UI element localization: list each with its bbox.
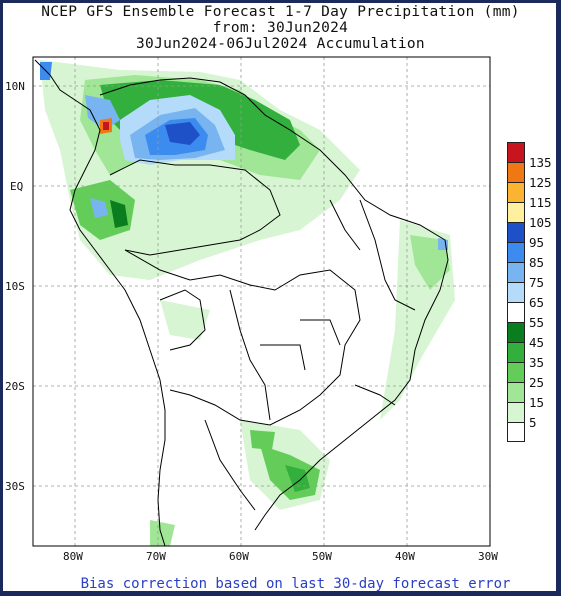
legend-swatch bbox=[507, 242, 525, 262]
legend-label: 85 bbox=[529, 255, 545, 270]
legend-swatch bbox=[507, 362, 525, 382]
legend-label: 15 bbox=[529, 395, 545, 410]
longitude-labels: 80W 70W 60W 50W 40W 30W bbox=[63, 550, 498, 563]
title-line-1: NCEP GFS Ensemble Forecast 1-7 Day Preci… bbox=[41, 4, 520, 20]
legend-swatch bbox=[507, 182, 525, 202]
lat-label-30s: 30S bbox=[5, 480, 25, 493]
bias-correction-note: Bias correction based on last 30-day for… bbox=[80, 576, 511, 592]
title-line-3: 30Jun2024-06Jul2024 Accumulation bbox=[136, 36, 425, 52]
legend-label: 95 bbox=[529, 235, 545, 250]
lon-label-30w: 30W bbox=[478, 550, 498, 563]
legend-swatch bbox=[507, 202, 525, 222]
lon-label-80w: 80W bbox=[63, 550, 83, 563]
legend-label: 115 bbox=[529, 195, 552, 210]
legend-swatch bbox=[507, 262, 525, 282]
latitude-labels: 10N EQ 10S 20S 30S bbox=[5, 80, 25, 493]
legend-swatch bbox=[507, 402, 525, 422]
legend-label: 105 bbox=[529, 215, 552, 230]
legend-swatch bbox=[507, 282, 525, 302]
legend-swatch bbox=[507, 162, 525, 182]
legend-label: 65 bbox=[529, 295, 545, 310]
legend-label: 125 bbox=[529, 175, 552, 190]
lat-label-eq: EQ bbox=[10, 180, 23, 193]
legend-swatch bbox=[507, 142, 525, 162]
lon-label-70w: 70W bbox=[146, 550, 166, 563]
legend-swatch bbox=[507, 382, 525, 402]
lat-label-10s: 10S bbox=[5, 280, 25, 293]
legend-swatch bbox=[507, 302, 525, 322]
legend-label: 45 bbox=[529, 335, 545, 350]
lon-label-50w: 50W bbox=[312, 550, 332, 563]
graticule bbox=[33, 57, 490, 546]
legend-label: 25 bbox=[529, 375, 545, 390]
legend-label: 55 bbox=[529, 315, 545, 330]
precip-fields bbox=[40, 60, 455, 546]
legend-label: 35 bbox=[529, 355, 545, 370]
legend-swatch bbox=[507, 222, 525, 242]
legend-label: 135 bbox=[529, 155, 552, 170]
lat-label-20s: 20S bbox=[5, 380, 25, 393]
map-border bbox=[32, 56, 491, 547]
lon-label-60w: 60W bbox=[229, 550, 249, 563]
lon-label-40w: 40W bbox=[395, 550, 415, 563]
title-line-2: from: 30Jun2024 bbox=[212, 20, 349, 36]
legend-swatch bbox=[507, 422, 525, 442]
legend-swatch bbox=[507, 322, 525, 342]
coastlines-borders bbox=[34, 59, 449, 546]
legend-label: 75 bbox=[529, 275, 545, 290]
lat-label-10n: 10N bbox=[5, 80, 25, 93]
legend-swatch bbox=[507, 342, 525, 362]
legend-label: 5 bbox=[529, 415, 537, 430]
